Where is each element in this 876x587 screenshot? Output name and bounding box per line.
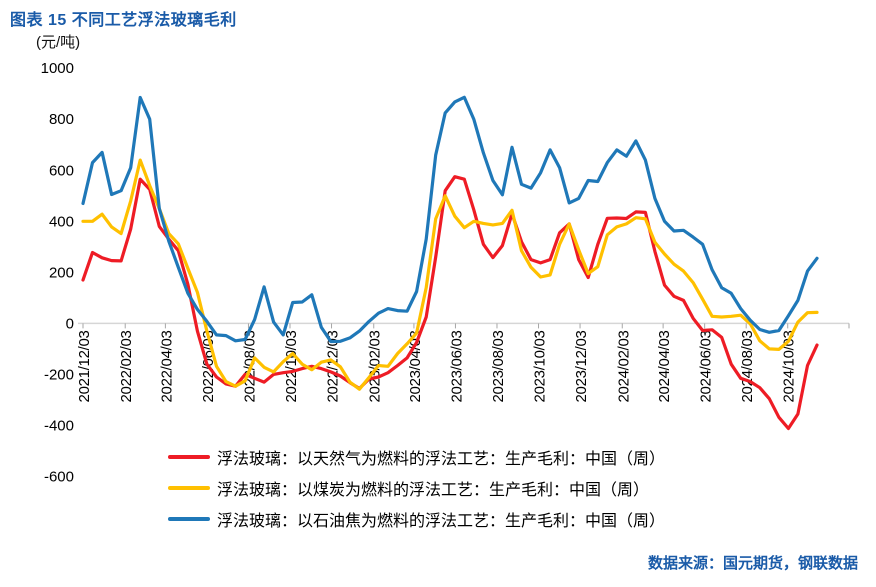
y-axis-label: 800 bbox=[49, 111, 74, 128]
legend-item-0: 浮法玻璃：以天然气为燃料的浮法工艺：生产毛利：中国（周） bbox=[168, 446, 665, 468]
x-axis-label: 2024/10/03 bbox=[781, 330, 798, 402]
y-axis-label: 200 bbox=[49, 264, 74, 281]
chart-legend: 浮法玻璃：以天然气为燃料的浮法工艺：生产毛利：中国（周） 浮法玻璃：以煤炭为燃料的… bbox=[168, 446, 665, 530]
x-axis-label: 2022/02/03 bbox=[118, 330, 135, 402]
x-axis-label: 2024/02/03 bbox=[615, 330, 632, 402]
x-axis-label: 2022/12/03 bbox=[325, 330, 342, 402]
data-source-note: 数据来源：国元期货，钢联数据 bbox=[647, 555, 858, 572]
line-chart: 1000 800 600 400 200 0 -200 -400 -600 2021/12/03 2… bbox=[41, 60, 850, 486]
x-axis-label: 2024/08/03 bbox=[739, 330, 756, 402]
y-axis-label: 0 bbox=[66, 315, 74, 332]
x-axis-label: 2023/02/03 bbox=[367, 330, 384, 402]
y-axis-label: 400 bbox=[49, 213, 74, 230]
y-axis-label: -400 bbox=[44, 417, 74, 434]
legend-label: 浮法玻璃：以石油焦为燃料的浮法工艺：生产毛利：中国（周） bbox=[217, 513, 666, 530]
legend-item-2: 浮法玻璃：以石油焦为燃料的浮法工艺：生产毛利：中国（周） bbox=[168, 508, 665, 530]
legend-label: 浮法玻璃：以天然气为燃料的浮法工艺：生产毛利：中国（周） bbox=[217, 451, 666, 468]
legend-swatch-icon bbox=[168, 486, 210, 490]
y-axis-label: 600 bbox=[49, 162, 74, 179]
x-axis-label: 2023/12/03 bbox=[573, 330, 590, 402]
figure-title: 图表 15 不同工艺浮法玻璃毛利 bbox=[10, 12, 237, 29]
legend-swatch-icon bbox=[168, 517, 210, 521]
x-axis-label: 2023/06/03 bbox=[448, 330, 465, 402]
x-axis-label: 2024/06/03 bbox=[698, 330, 715, 402]
x-axis-label: 2021/12/03 bbox=[76, 330, 93, 402]
legend-swatch-icon bbox=[168, 455, 210, 459]
x-axis-label: 2024/04/03 bbox=[656, 330, 673, 402]
series-line-0 bbox=[81, 175, 819, 431]
x-axis-label: 2022/04/03 bbox=[158, 330, 175, 402]
y-axis-label: 1000 bbox=[41, 60, 74, 77]
legend-item-1: 浮法玻璃：以煤炭为燃料的浮法工艺：生产毛利：中国（周） bbox=[168, 477, 665, 499]
axis-unit-label: (元/吨) bbox=[36, 34, 81, 51]
x-axis-label: 2022/10/03 bbox=[283, 330, 300, 402]
series-line-1 bbox=[81, 158, 819, 391]
x-axis-label: 2023/10/03 bbox=[532, 330, 549, 402]
y-axis-label: -600 bbox=[44, 469, 74, 486]
x-axis-label: 2023/08/03 bbox=[490, 330, 507, 402]
y-axis-label: -200 bbox=[44, 366, 74, 383]
legend-label: 浮法玻璃：以煤炭为燃料的浮法工艺：生产毛利：中国（周） bbox=[217, 482, 650, 499]
series-line-2 bbox=[81, 95, 819, 344]
